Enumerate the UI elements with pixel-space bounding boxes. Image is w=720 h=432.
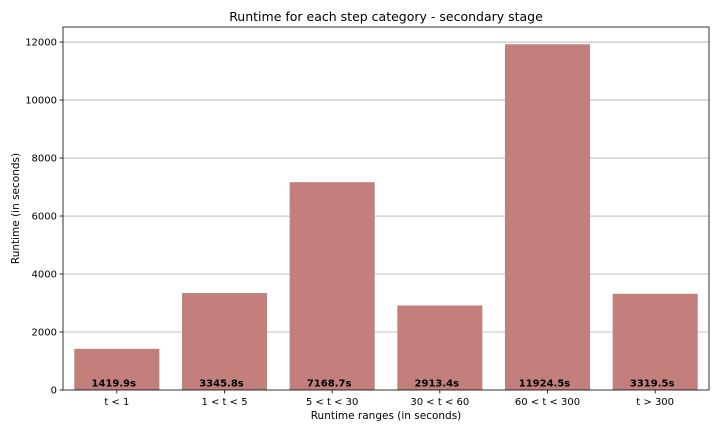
y-tick-label-6: 12000: [25, 38, 57, 49]
data-label-1: 3345.8s: [199, 379, 244, 390]
data-label-5: 3319.5s: [630, 379, 675, 390]
data-label-0: 1419.9s: [92, 379, 137, 390]
data-label-4: 11924.5s: [519, 379, 571, 390]
data-label-2: 7168.7s: [307, 379, 352, 390]
y-tick-label-0: 0: [51, 386, 57, 397]
y-tick-label-2: 4000: [32, 270, 57, 281]
plot-frame: [62, 26, 710, 391]
x-tick-label-2: 5 < t < 30: [306, 397, 358, 408]
bar-5: [612, 293, 698, 390]
grid-lines: [63, 41, 709, 333]
bars: [74, 44, 698, 391]
x-tick-label-4: 60 < t < 300: [515, 397, 580, 408]
bar-3: [397, 305, 483, 390]
bar-4: [504, 44, 591, 391]
x-axis-label: Runtime ranges (in seconds): [311, 410, 462, 422]
y-tick-label-1: 2000: [32, 328, 57, 339]
bar-0: [74, 348, 160, 390]
y-tick-label-5: 10000: [25, 96, 57, 107]
bar-1: [181, 292, 268, 390]
y-tick-label-4: 8000: [32, 154, 57, 165]
x-tick-label-0: t < 1: [104, 397, 129, 408]
bar-2: [289, 182, 375, 390]
data-label-3: 2913.4s: [415, 379, 460, 390]
x-tick-label-1: 1 < t < 5: [201, 397, 247, 408]
y-tick-label-3: 6000: [32, 212, 57, 223]
data-labels: 1419.9s 3345.8s 7168.7s 2913.4s 11924.5s 3319…: [92, 379, 675, 390]
y-axis-label: Runtime (in seconds): [10, 153, 22, 264]
chart-title: Runtime for each step category - seconda…: [229, 9, 543, 24]
x-axis-ticks: t < 1 1 < t < 5 5 < t < 30 30 < t < 60 60 < …: [104, 390, 674, 408]
x-tick-label-5: t > 300: [636, 397, 674, 408]
y-axis-ticks: 0 2000 4000 6000 8000 10000 12000: [25, 38, 63, 397]
x-tick-label-3: 30 < t < 60: [410, 397, 469, 408]
